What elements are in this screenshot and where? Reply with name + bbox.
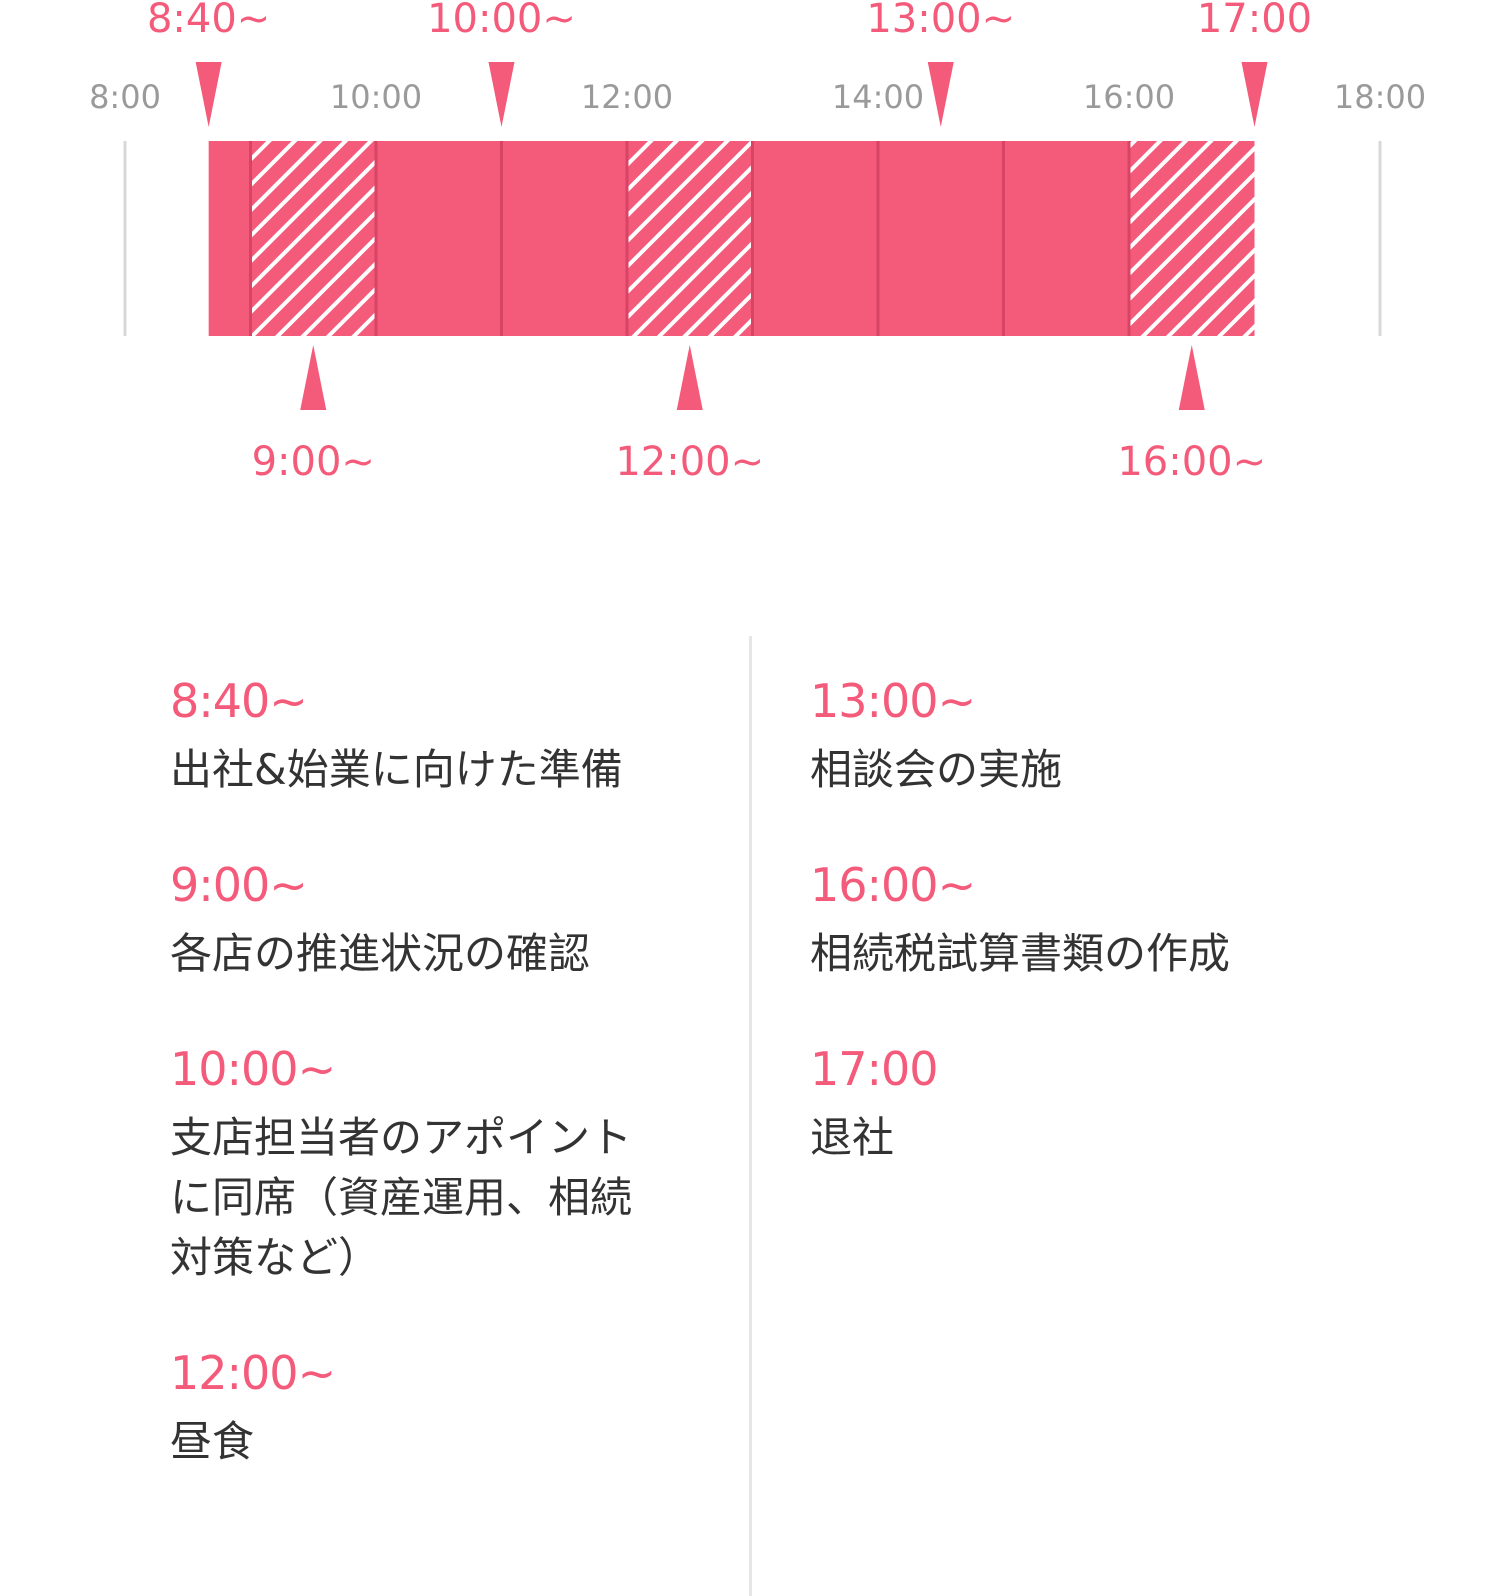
bar-segment-hatched [627, 141, 753, 336]
tick-label: 18:00 [1334, 78, 1426, 116]
schedule-entry-time: 9:00~ [170, 858, 308, 912]
top-marker: 17:00 [1197, 0, 1312, 127]
tick-labels: 8:00 10:00 12:00 14:00 16:00 18:00 [89, 78, 1426, 116]
bottom-marker-label: 12:00~ [615, 439, 764, 485]
schedule-entry-time: 8:40~ [170, 674, 308, 728]
top-marker-label: 13:00~ [866, 0, 1015, 42]
tick-label: 14:00 [832, 78, 924, 116]
schedule-entry-desc-line: 昼食 [170, 1417, 255, 1466]
top-marker-label: 10:00~ [427, 0, 576, 42]
bar-segment [501, 141, 627, 336]
top-marker-label: 17:00 [1197, 0, 1312, 42]
schedule-entry-desc-line: 対策など） [170, 1233, 381, 1282]
bar-segment-hatched [250, 141, 376, 336]
timeline-chart: 8:00 10:00 12:00 14:00 16:00 18:00 8:40~ 10:00… [89, 0, 1426, 485]
schedule-entry-time: 16:00~ [810, 858, 976, 912]
schedule-entry-desc: 各店の推進状況の確認 [170, 924, 710, 984]
bar-segment [878, 141, 1004, 336]
bar-segment [376, 141, 502, 336]
schedule-entry-desc: 支店担当者のアポイント に同席（資産運用、相続 対策など） [170, 1108, 710, 1288]
tick-label: 8:00 [89, 78, 161, 116]
bar-segments [208, 141, 1255, 336]
column-divider [749, 636, 752, 1596]
axis-lines [123, 141, 1382, 336]
schedule-entry-desc-line: 各店の推進状況の確認 [170, 929, 591, 978]
marker-down-triangle-icon [927, 62, 954, 127]
marker-up-triangle-icon [300, 345, 327, 410]
schedule-entry-time: 13:00~ [810, 674, 976, 728]
schedule-section: 8:40~ 出社&始業に向けた準備 9:00~ 各店の推進状況の確認 10:00~ 支店担… [0, 560, 1500, 1596]
bar-segment-hatched [1129, 141, 1255, 336]
schedule-entry-desc: 相続税試算書類の作成 [810, 924, 1370, 984]
schedule-entry-desc-line: 支店担当者のアポイント [170, 1113, 633, 1162]
bottom-marker: 12:00~ [615, 345, 764, 485]
marker-up-triangle-icon [676, 345, 703, 410]
marker-down-triangle-icon [195, 62, 222, 127]
marker-down-triangle-icon [488, 62, 515, 127]
bar-segment [752, 141, 878, 336]
marker-up-triangle-icon [1178, 345, 1205, 410]
top-marker: 10:00~ [427, 0, 576, 127]
bottom-marker-label: 9:00~ [252, 439, 375, 485]
top-marker: 13:00~ [866, 0, 1015, 127]
schedule-entry: 8:40~ 出社&始業に向けた準備 [170, 672, 710, 800]
schedule-entry-desc: 退社 [810, 1108, 1370, 1168]
top-markers: 8:40~ 10:00~ 13:00~ 17:00 [147, 0, 1312, 127]
schedule-entry: 10:00~ 支店担当者のアポイント に同席（資産運用、相続 対策など） [170, 1040, 710, 1288]
schedule-entry: 12:00~ 昼食 [170, 1344, 710, 1472]
bottom-markers: 9:00~ 12:00~ 16:00~ [252, 345, 1266, 485]
schedule-entry-desc-line: に同席（資産運用、相続 [170, 1173, 633, 1222]
schedule-entry-desc-line: 相談会の実施 [810, 745, 1063, 794]
schedule-entry-desc-line: 退社 [810, 1113, 895, 1162]
schedule-entry-desc-line: 出社&始業に向けた準備 [170, 745, 623, 794]
schedule-column-left: 8:40~ 出社&始業に向けた準備 9:00~ 各店の推進状況の確認 10:00~ 支店担… [170, 672, 710, 1528]
schedule-entry-desc-line: 相続税試算書類の作成 [810, 929, 1231, 978]
tick-label: 12:00 [581, 78, 673, 116]
schedule-entry: 13:00~ 相談会の実施 [810, 672, 1370, 800]
schedule-entry-desc: 相談会の実施 [810, 740, 1370, 800]
schedule-column-right: 13:00~ 相談会の実施 16:00~ 相続税試算書類の作成 17:00 退社 [810, 672, 1370, 1224]
schedule-entry: 16:00~ 相続税試算書類の作成 [810, 856, 1370, 984]
bottom-marker: 16:00~ [1117, 345, 1266, 485]
tick-label: 16:00 [1083, 78, 1175, 116]
top-marker-label: 8:40~ [147, 0, 270, 42]
bar-segment [208, 141, 251, 336]
top-marker: 8:40~ [147, 0, 270, 127]
schedule-entry: 9:00~ 各店の推進状況の確認 [170, 856, 710, 984]
schedule-entry-desc: 昼食 [170, 1412, 710, 1472]
bottom-marker-label: 16:00~ [1117, 439, 1266, 485]
bar-segment [1003, 141, 1129, 336]
schedule-entry-time: 12:00~ [170, 1346, 336, 1400]
schedule-entry: 17:00 退社 [810, 1040, 1370, 1168]
marker-down-triangle-icon [1241, 62, 1268, 127]
schedule-entry-time: 10:00~ [170, 1042, 336, 1096]
bottom-marker: 9:00~ [252, 345, 375, 485]
schedule-entry-time: 17:00 [810, 1042, 939, 1096]
tick-label: 10:00 [330, 78, 422, 116]
schedule-entry-desc: 出社&始業に向けた準備 [170, 740, 710, 800]
